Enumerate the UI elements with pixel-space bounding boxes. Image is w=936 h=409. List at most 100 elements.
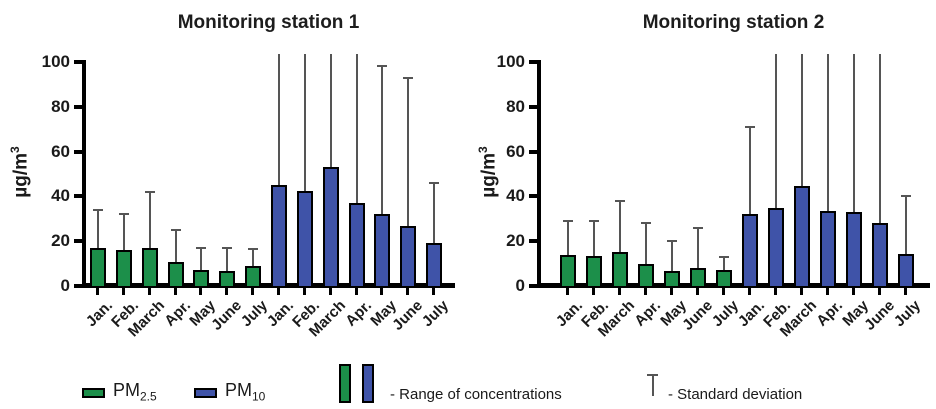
- bar-PM2.5-Feb.: [586, 255, 602, 288]
- x-axis-tick: [826, 288, 829, 295]
- error-bar-cap: [248, 248, 259, 251]
- x-axis-tick: [774, 288, 777, 295]
- error-bar-cap: [170, 229, 181, 231]
- y-tick-label: 0: [515, 276, 525, 295]
- chart-title: Monitoring station 1: [177, 12, 360, 33]
- y-axis-tick: [74, 194, 82, 199]
- x-axis-tick: [618, 288, 621, 295]
- y-axis-tick: [74, 239, 82, 244]
- x-axis-tick: [904, 288, 907, 295]
- bar-PM10-June: [400, 225, 417, 288]
- bar-PM10-Apr.: [348, 203, 365, 288]
- y-axis-tick: [529, 239, 537, 244]
- error-bar-cap: [429, 181, 440, 184]
- x-axis-tick: [878, 288, 881, 295]
- x-axis-tick: [302, 288, 306, 295]
- y-axis-tick: [529, 284, 537, 288]
- y-tick-label: 40: [51, 186, 70, 206]
- y-tick-label: 40: [506, 186, 525, 206]
- bar-PM10-Apr.: [820, 210, 836, 288]
- x-axis-tick: [432, 288, 436, 295]
- y-axis-label-superscript: 3: [8, 146, 22, 153]
- error-bar-cap: [144, 190, 155, 193]
- x-axis-tick: [251, 288, 255, 295]
- error-bar-PM10-June: [879, 54, 881, 224]
- bar-PM10-May: [374, 214, 391, 288]
- x-axis-tick: [225, 288, 229, 295]
- x-axis-tick: [96, 288, 99, 295]
- y-tick-label: 20: [51, 231, 70, 251]
- error-bar-cap: [196, 246, 207, 249]
- bar-PM10-May: [846, 212, 862, 288]
- bar-PM2.5-Apr.: [638, 263, 654, 288]
- error-bar-PM2.5-Feb.: [122, 214, 125, 251]
- legend-label-sd: - Standard deviation: [668, 386, 803, 403]
- error-bar-PM10-Jan.: [749, 126, 751, 215]
- error-bar-cap: [901, 195, 911, 198]
- bar-PM2.5-June: [219, 271, 236, 288]
- y-axis-tick: [529, 104, 537, 109]
- bar-PM10-July: [426, 243, 443, 288]
- bar-PM2.5-Apr.: [167, 262, 184, 288]
- bar-PM2.5-March: [612, 252, 628, 288]
- x-axis-tick: [173, 288, 177, 295]
- y-axis-tick: [529, 194, 537, 199]
- error-bar-cap: [403, 76, 414, 79]
- x-axis-tick: [800, 288, 803, 295]
- y-tick-label: 60: [51, 141, 70, 161]
- error-bar-cap: [563, 220, 573, 223]
- y-tick-label: 80: [51, 96, 70, 116]
- error-bar-PM10-March: [801, 54, 803, 187]
- legend-range-bar-green: [339, 364, 351, 403]
- y-tick-label: 20: [506, 231, 525, 251]
- x-axis-tick: [276, 288, 280, 295]
- legend-label-pm10: PM10: [225, 380, 266, 404]
- error-bar-PM2.5-May: [671, 241, 673, 272]
- y-tick-label: 60: [506, 141, 525, 161]
- error-bar-PM2.5-Apr.: [645, 223, 647, 264]
- bar-PM2.5-June: [690, 268, 706, 288]
- bar-PM10-Jan.: [270, 185, 287, 288]
- x-axis-tick: [328, 288, 332, 295]
- error-bar-PM2.5-Apr.: [174, 230, 177, 263]
- x-axis-tick: [354, 288, 358, 295]
- error-bar-PM10-May: [853, 54, 855, 213]
- chart-monitoring-station-1: Monitoring station 1 µg/m3 0 20 40 60 80 100 J…: [0, 0, 468, 360]
- y-tick-label: 80: [506, 96, 525, 116]
- bar-PM10-June: [872, 223, 888, 288]
- y-axis-tick: [74, 284, 82, 288]
- error-bar-PM10-June: [407, 77, 410, 226]
- legend-swatch-pm25: [82, 388, 105, 398]
- error-bar-PM2.5-May: [200, 247, 203, 271]
- error-bar-PM2.5-July: [252, 249, 255, 266]
- error-bar-cap: [222, 246, 233, 249]
- bar-PM10-July: [898, 253, 914, 288]
- y-tick-label: 100: [496, 52, 525, 71]
- x-axis-line: [82, 283, 455, 288]
- error-bar-PM2.5-March: [148, 191, 151, 248]
- error-bar-PM2.5-July: [723, 256, 725, 271]
- error-bar-PM10-Feb.: [775, 54, 777, 208]
- y-axis-tick: [74, 104, 82, 109]
- error-bar-PM2.5-June: [697, 227, 699, 269]
- bar-PM10-March: [322, 167, 339, 288]
- y-axis-label: µg/m3: [476, 146, 500, 198]
- error-bar-PM2.5-March: [619, 200, 621, 253]
- x-axis-line: [537, 283, 930, 288]
- x-axis-tick: [121, 288, 125, 295]
- x-axis-tick: [406, 288, 410, 295]
- x-axis-tick: [722, 288, 725, 295]
- y-axis-label: µg/m3: [8, 146, 32, 198]
- bar-PM10-Feb.: [296, 190, 313, 288]
- error-bar-PM10-July: [905, 196, 907, 254]
- error-bar-cap: [93, 208, 103, 211]
- error-bar-PM2.5-Jan.: [97, 209, 99, 248]
- bar-PM2.5-May: [193, 270, 210, 288]
- x-axis-tick: [670, 288, 673, 295]
- x-axis-tick: [566, 288, 569, 295]
- error-bar-cap: [693, 226, 703, 229]
- error-bar-cap: [377, 65, 388, 68]
- bar-PM2.5-Jan.: [560, 254, 576, 288]
- y-axis-tick: [74, 60, 82, 64]
